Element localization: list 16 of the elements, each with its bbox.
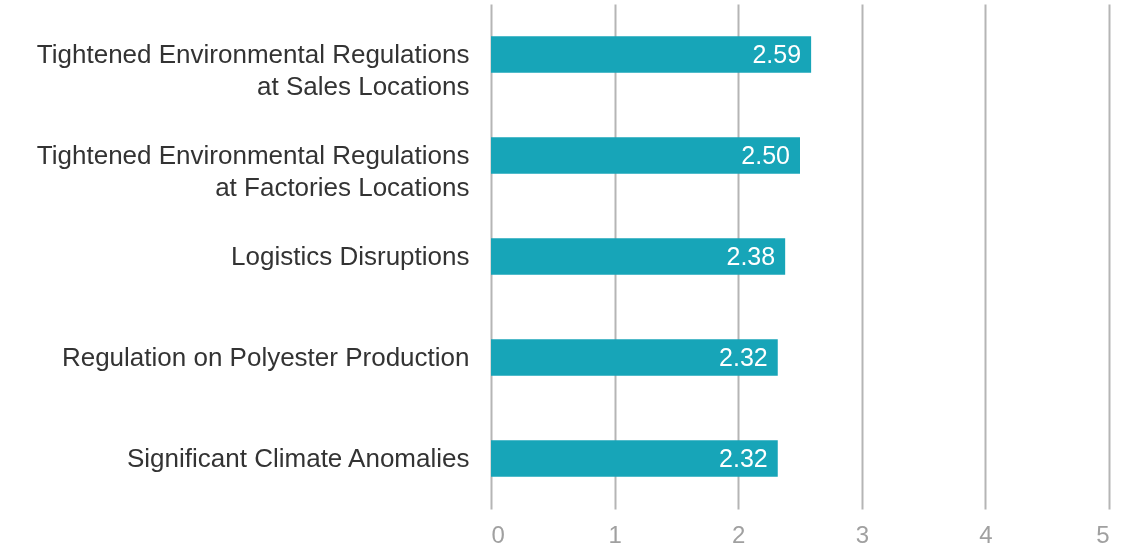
x-tick-label: 4	[979, 520, 993, 548]
y-tick-label: Tightened Environmental Regulations at Factories Locations	[36, 139, 470, 202]
data-label: 2.38	[726, 241, 776, 270]
data-label: 2.32	[719, 342, 768, 371]
y-tick-label: Tightened Environmental Regulations at Sales Locations	[36, 38, 470, 101]
x-tick-label: 3	[855, 520, 869, 548]
x-tick-label: 0	[491, 520, 505, 548]
y-tick-label: Logistics Disruptions	[231, 240, 470, 271]
x-tick-label: 5	[1096, 520, 1110, 548]
y-tick-label: Regulation on Polyester Production	[61, 341, 470, 372]
y-tick-label: Significant Climate Anomalies	[127, 442, 470, 473]
x-tick-label: 1	[608, 520, 622, 548]
data-label: 2.59	[752, 39, 802, 68]
x-tick-label: 2	[732, 520, 746, 548]
data-label: 2.50	[741, 140, 790, 169]
data-label: 2.32	[719, 443, 768, 472]
